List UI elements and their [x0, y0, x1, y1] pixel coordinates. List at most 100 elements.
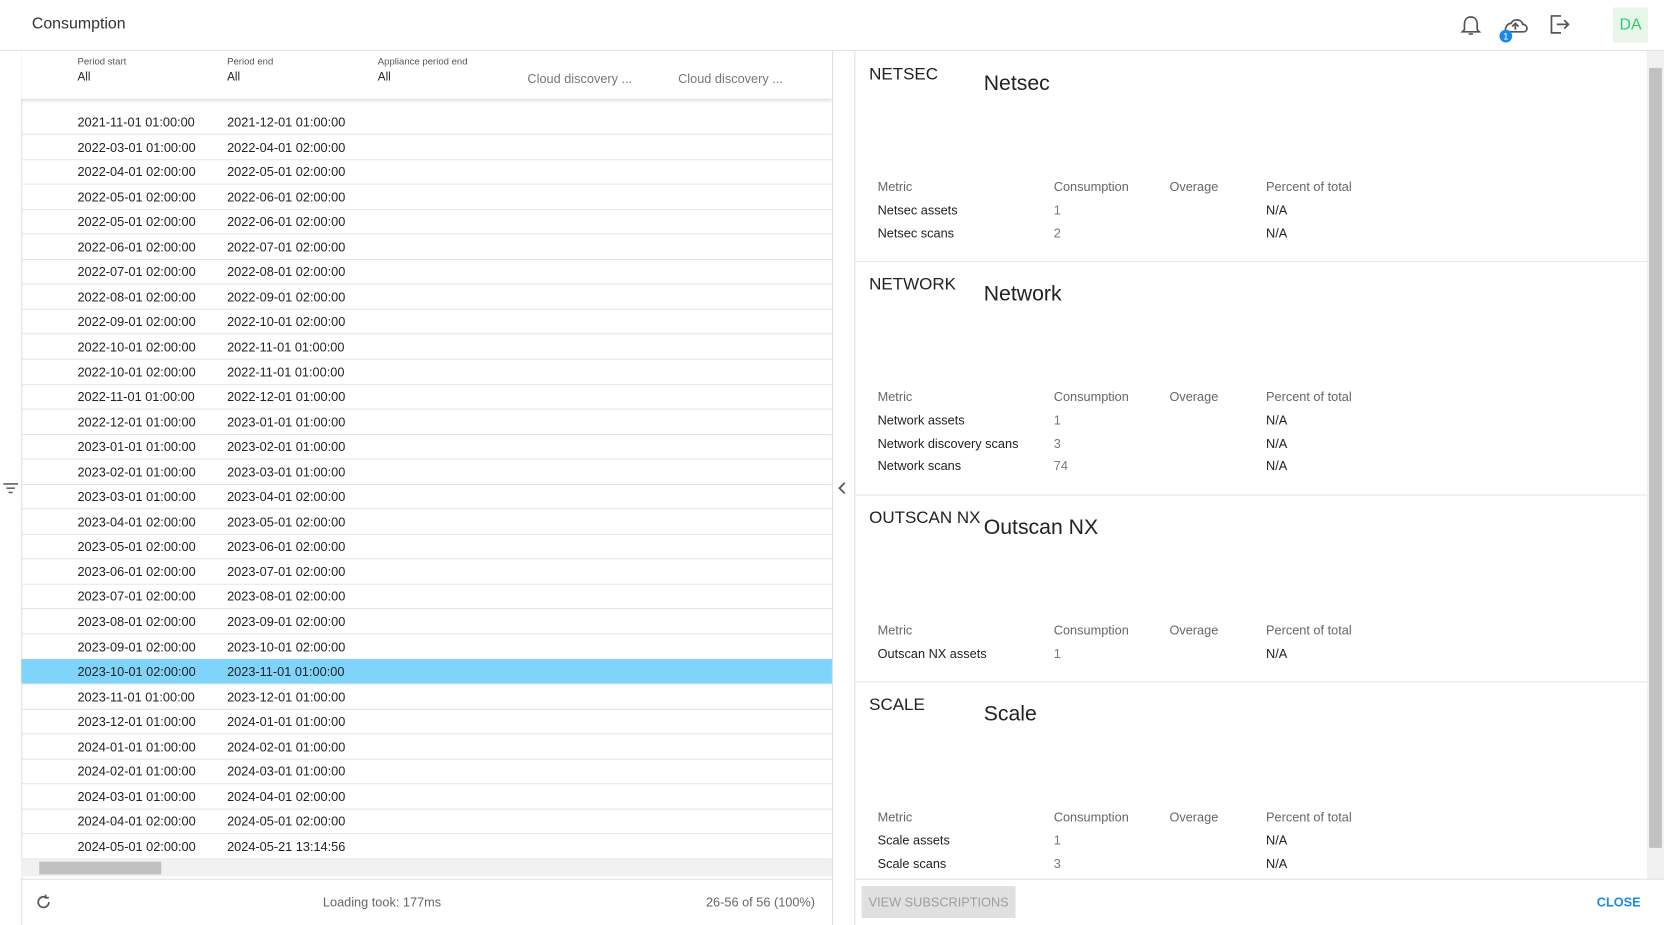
metric-percent: N/A [1266, 435, 1288, 451]
filter-icon[interactable] [3, 482, 19, 495]
cell: 2024-03-01 01:00:00 [77, 789, 196, 805]
cell: 2023-02-01 01:00:00 [227, 439, 346, 455]
logout-icon[interactable] [1550, 15, 1570, 34]
table-row[interactable]: 2022-07-01 02:00:00 2022-08-01 02:00:00 [21, 259, 832, 285]
metric-name: Network assets [877, 412, 965, 428]
table-row[interactable]: 2023-12-01 01:00:00 2024-01-01 01:00:00 [21, 709, 832, 735]
refresh-icon[interactable] [35, 894, 52, 911]
table-row[interactable]: 2023-01-01 01:00:00 2023-02-01 01:00:00 [21, 434, 832, 460]
h-scrollbar[interactable] [21, 859, 832, 877]
table-row[interactable]: 2022-10-01 02:00:00 2022-11-01 01:00:00 [21, 359, 832, 385]
product-badge: OUTSCAN NX [869, 509, 980, 528]
splitter[interactable] [831, 50, 856, 925]
product-card: SCALE Scale Metric Consumption Overage Percen… [854, 681, 1647, 878]
table-row[interactable]: 2023-11-01 01:00:00 2023-12-01 01:00:00 [21, 684, 832, 710]
table-row[interactable]: 2022-11-01 01:00:00 2022-12-01 01:00:00 [21, 384, 832, 410]
table-row[interactable]: 2022-12-01 01:00:00 2023-01-01 01:00:00 [21, 409, 832, 435]
top-bar [0, 0, 1664, 51]
view-subscriptions-button[interactable]: VIEW SUBSCRIPTIONS [861, 886, 1016, 918]
cell: 2023-11-01 01:00:00 [77, 689, 195, 705]
metric-name: Scale assets [877, 833, 950, 848]
header-icons[interactable] [1460, 13, 1577, 45]
table-row[interactable]: 2023-02-01 01:00:00 2023-03-01 01:00:00 [21, 459, 832, 485]
column-label[interactable]: Period end [227, 56, 274, 67]
metric-percent: N/A [1266, 458, 1288, 474]
loading-time: Loading took: 177ms [322, 894, 442, 910]
table-row[interactable]: 2022-04-01 02:00:00 2022-05-01 02:00:00 [21, 159, 832, 185]
metric-consumption: 1 [1053, 202, 1061, 218]
cell: 2024-05-01 02:00:00 [227, 814, 346, 830]
table-row[interactable]: 2023-04-01 02:00:00 2023-05-01 02:00:00 [21, 509, 832, 535]
product-badge: NETWORK [869, 276, 956, 295]
cell: 2023-03-01 01:00:00 [227, 464, 346, 480]
table: Period start All Period end All Appliance pe… [21, 50, 832, 879]
metric-header: Overage [1169, 809, 1219, 825]
metric-consumption: 1 [1053, 833, 1061, 848]
bell-icon[interactable] [1460, 16, 1482, 35]
cell: 2023-07-01 02:00:00 [77, 589, 196, 605]
cell: 2022-04-01 02:00:00 [77, 164, 196, 180]
metric-name: Outscan NX assets [877, 646, 987, 662]
table-row[interactable]: 2023-05-01 02:00:00 2023-06-01 02:00:00 [21, 534, 832, 560]
table-row[interactable]: 2022-06-01 02:00:00 2022-07-01 02:00:00 [21, 234, 832, 260]
cell: 2022-06-01 02:00:00 [77, 239, 196, 255]
table-row[interactable]: 2023-10-01 02:00:00 2023-11-01 01:00:00 [21, 659, 832, 685]
cell: 2023-09-01 02:00:00 [77, 639, 196, 655]
metric-percent: N/A [1266, 202, 1288, 218]
cell: 2022-08-01 02:00:00 [77, 289, 196, 305]
close-button[interactable]: CLOSE [1596, 894, 1641, 910]
table-row[interactable]: 2023-09-01 02:00:00 2023-10-01 02:00:00 [21, 634, 832, 660]
metric-consumption: 74 [1053, 458, 1068, 474]
cell: 2023-02-01 01:00:00 [77, 464, 196, 480]
cell: 2023-01-01 01:00:00 [227, 414, 346, 430]
column-filter[interactable]: All [377, 71, 391, 84]
table-row[interactable]: 2023-03-01 01:00:00 2023-04-01 02:00:00 [21, 484, 832, 510]
metric-header: Consumption [1053, 389, 1129, 405]
cell: 2022-04-01 02:00:00 [227, 139, 346, 155]
table-row[interactable]: 2024-04-01 02:00:00 2024-05-01 02:00:00 [21, 809, 832, 835]
v-scrollbar[interactable] [1646, 50, 1664, 879]
table-row[interactable]: 2022-03-01 01:00:00 2022-04-01 02:00:00 [21, 134, 832, 160]
column-filter[interactable]: All [77, 71, 91, 84]
table-row[interactable]: 2022-08-01 02:00:00 2022-09-01 02:00:00 [21, 284, 832, 310]
metric-percent: N/A [1266, 225, 1288, 241]
table-row[interactable]: 2024-02-01 01:00:00 2024-03-01 01:00:00 [21, 759, 832, 785]
table-row[interactable]: 2021-11-01 01:00:00 2021-12-01 01:00:00 [21, 109, 832, 135]
table-row[interactable]: 2023-08-01 02:00:00 2023-09-01 02:00:00 [21, 609, 832, 635]
table-row[interactable]: 2024-05-01 02:00:00 2024-05-21 13:14:56 [21, 834, 832, 860]
table-row[interactable]: 2024-01-01 01:00:00 2024-02-01 01:00:00 [21, 734, 832, 760]
table-footer [21, 878, 832, 925]
scroll-thumb[interactable] [1649, 67, 1662, 848]
cell: 2022-11-01 01:00:00 [77, 389, 195, 405]
table-row[interactable]: 2023-07-01 02:00:00 2023-08-01 02:00:00 [21, 584, 832, 610]
filter-rail [0, 50, 23, 925]
cell: 2021-11-01 01:00:00 [77, 114, 195, 130]
column-label[interactable]: Cloud discovery ... [527, 71, 633, 86]
table-row[interactable]: 2024-03-01 01:00:00 2024-04-01 02:00:00 [21, 784, 832, 810]
metric-header: Percent of total [1266, 389, 1352, 405]
scroll-thumb[interactable] [39, 861, 162, 875]
table-row[interactable]: 2023-06-01 02:00:00 2023-07-01 02:00:00 [21, 559, 832, 585]
cell: 2022-12-01 01:00:00 [227, 389, 346, 405]
column-filter[interactable]: All [227, 71, 241, 84]
column-label[interactable]: Period start [77, 56, 127, 67]
table-row[interactable]: 2022-09-01 02:00:00 2022-10-01 02:00:00 [21, 309, 832, 335]
cell: 2022-03-01 01:00:00 [77, 139, 196, 155]
cell: 2022-07-01 02:00:00 [77, 264, 196, 280]
column-label[interactable]: Appliance period end [377, 56, 468, 67]
column-label[interactable]: Cloud discovery ... [678, 71, 783, 86]
avatar[interactable]: DA [1613, 7, 1649, 43]
cell: 2024-04-01 02:00:00 [77, 814, 196, 830]
column-header-bar [21, 50, 832, 99]
metric-header: Consumption [1053, 622, 1129, 638]
table-row[interactable]: 2022-05-01 02:00:00 2022-06-01 02:00:00 [21, 209, 832, 235]
table-row[interactable]: 2022-05-01 02:00:00 2022-06-01 02:00:00 [21, 184, 832, 210]
cloud-icon[interactable] [1504, 19, 1528, 33]
badge-count: 1 [1503, 30, 1509, 42]
cell: 2023-04-01 02:00:00 [77, 514, 196, 530]
collapse-icon[interactable] [837, 482, 848, 495]
badge-label: OUTSCAN NX [869, 509, 981, 528]
metric-name: Netsec scans [877, 225, 955, 241]
table-row[interactable]: 2022-10-01 02:00:00 2022-11-01 01:00:00 [21, 334, 832, 360]
